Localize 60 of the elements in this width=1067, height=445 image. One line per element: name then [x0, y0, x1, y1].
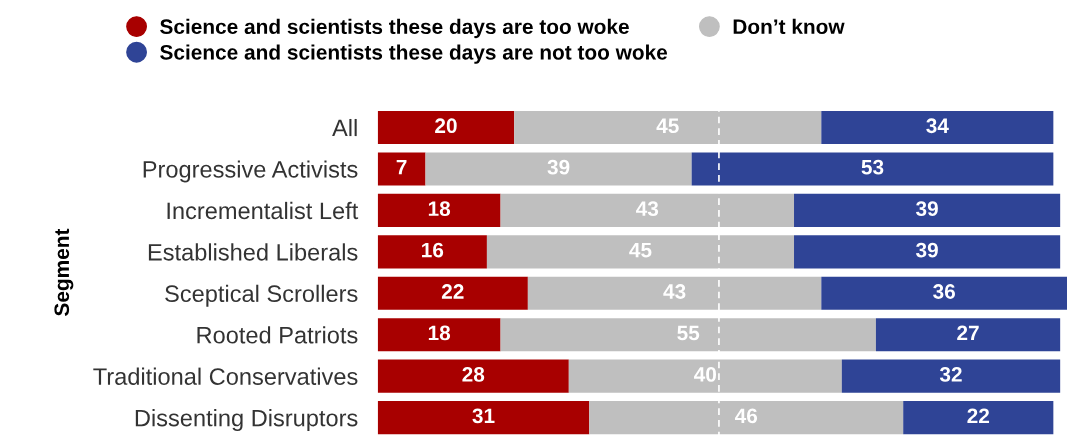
data-label: 32 [939, 367, 962, 382]
y-tick-label: Traditional Conservatives [93, 367, 358, 385]
data-label: 39 [915, 242, 938, 258]
data-label: 27 [957, 325, 979, 341]
bar [568, 359, 842, 393]
data-label: 43 [663, 284, 686, 299]
data-label: 22 [441, 284, 464, 299]
legend-label: Science and scientists these days are too woke [160, 18, 629, 39]
data-label: 22 [967, 408, 990, 423]
data-label: 31 [472, 408, 495, 424]
bar [821, 110, 1054, 145]
bar [514, 110, 822, 145]
data-label: 39 [915, 201, 938, 217]
data-label: 40 [694, 367, 717, 382]
bar [903, 401, 1054, 435]
y-tick-label: Progressive Activists [143, 160, 358, 183]
data-label: 20 [435, 118, 457, 134]
bar [841, 359, 1061, 393]
legend-label: Science and scientists these days are not too woke [160, 44, 668, 64]
bar [875, 318, 1061, 352]
y-tick-label: All [332, 118, 357, 137]
data-label: 53 [861, 159, 884, 175]
y-tick-label: Established Liberals [148, 243, 358, 261]
y-tick-label: Rooted Patriots [197, 326, 358, 344]
bar [821, 276, 1067, 310]
data-label: 36 [933, 284, 955, 299]
bar [794, 193, 1061, 227]
data-label: 39 [547, 159, 570, 175]
bar [377, 318, 501, 352]
data-label: 28 [462, 367, 485, 382]
data-label: 7 [396, 160, 407, 175]
bar [425, 152, 692, 186]
legend-label: Don’t know [733, 18, 845, 35]
data-label: 55 [677, 325, 700, 341]
data-label: 43 [636, 201, 659, 217]
bar [377, 110, 515, 145]
bar [377, 359, 569, 393]
data-label: 18 [428, 325, 451, 341]
data-label: 45 [629, 242, 652, 258]
bar [377, 152, 426, 186]
bar [589, 401, 904, 435]
bar [377, 276, 528, 310]
data-label: 18 [428, 201, 451, 216]
y-tick-label: Dissenting Disruptors [135, 409, 358, 432]
bar [794, 235, 1061, 269]
bar [377, 193, 501, 227]
bar [527, 276, 822, 310]
data-label: 46 [734, 408, 758, 424]
bar [486, 235, 795, 269]
data-label: 16 [422, 242, 444, 258]
data-label: 34 [926, 118, 949, 134]
bar [691, 152, 1054, 186]
bar [377, 235, 487, 269]
bar [500, 193, 795, 227]
y-tick-label: Sceptical Scrollers [165, 284, 358, 307]
data-label: 45 [656, 118, 679, 134]
y-axis-title: Segment [54, 228, 74, 316]
bar [500, 318, 876, 352]
bar [377, 401, 590, 435]
y-tick-label: Incrementalist Left [167, 201, 359, 220]
